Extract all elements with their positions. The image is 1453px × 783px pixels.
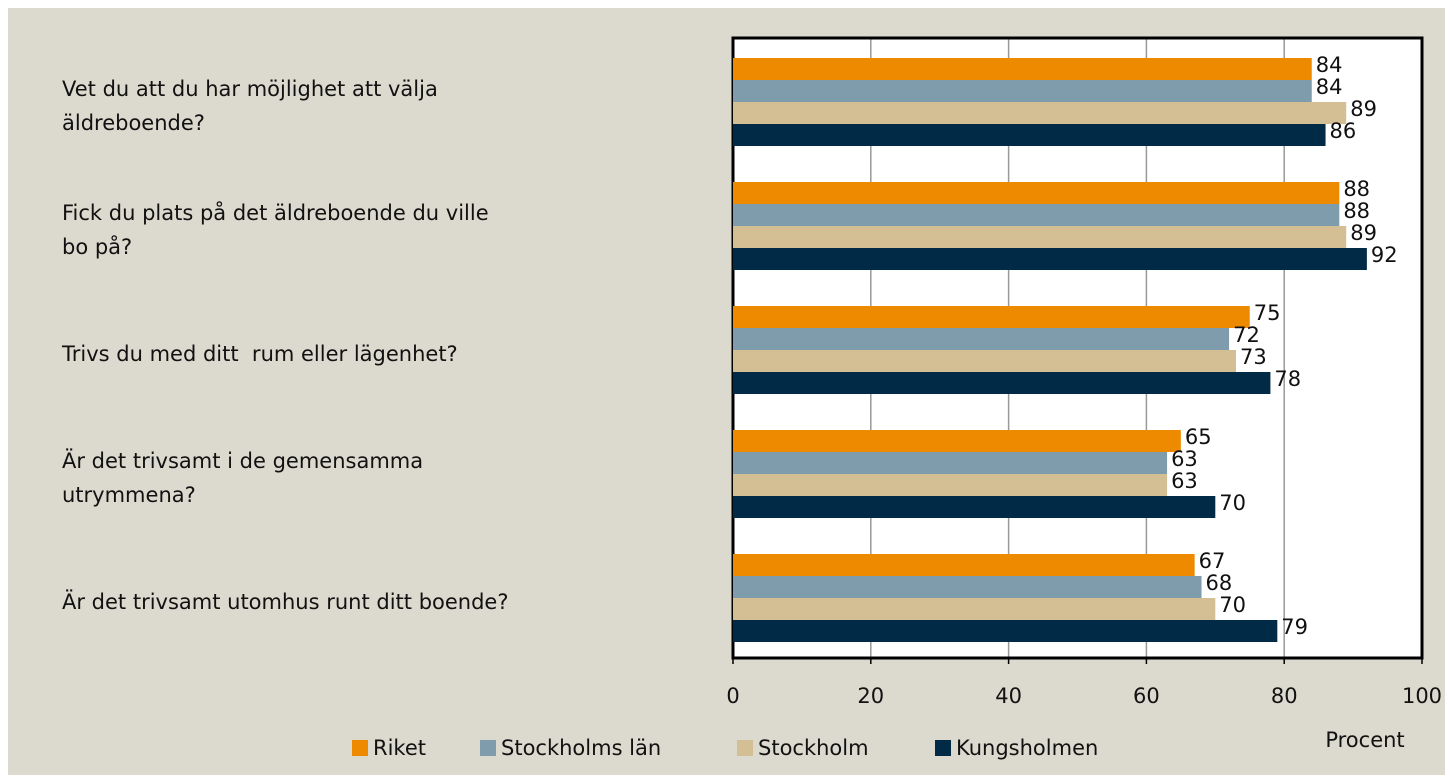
- category-label: Vet du att du har möjlighet att välja äl…: [62, 77, 438, 135]
- bar: [733, 598, 1216, 620]
- bar: [733, 452, 1168, 474]
- x-tick-label: 80: [1271, 684, 1298, 708]
- x-tick-label: 100: [1402, 684, 1442, 708]
- bar: [733, 226, 1347, 248]
- bar: [733, 496, 1216, 518]
- legend-label: Riket: [373, 736, 426, 760]
- value-label: 89: [1350, 221, 1377, 245]
- bar: [733, 58, 1312, 80]
- bar: [733, 372, 1271, 394]
- x-tick-label: 40: [995, 684, 1022, 708]
- bar: [733, 554, 1195, 576]
- bar: [733, 350, 1236, 372]
- bar: [733, 576, 1202, 598]
- value-label: 89: [1350, 97, 1377, 121]
- bar: [733, 474, 1168, 496]
- category-label: Trivs du med ditt rum eller lägenhet?: [62, 342, 458, 366]
- value-label: 92: [1371, 243, 1398, 267]
- bar: [733, 248, 1367, 270]
- legend-label: Kungsholmen: [956, 736, 1098, 760]
- x-tick-label: 60: [1133, 684, 1160, 708]
- value-label: 84: [1316, 75, 1343, 99]
- bar: [733, 306, 1250, 328]
- value-label: 67: [1199, 549, 1226, 573]
- value-label: 72: [1233, 323, 1260, 347]
- category-label: Är det trivsamt i de gemensamma utrymmen…: [62, 449, 424, 507]
- value-label: 84: [1316, 53, 1343, 77]
- bar: [733, 124, 1326, 146]
- bar: [733, 430, 1181, 452]
- bar: [733, 620, 1278, 642]
- legend-swatch: [480, 740, 496, 756]
- category-label: Fick du plats på det äldreboende du vill…: [62, 201, 489, 259]
- value-label: 78: [1274, 367, 1301, 391]
- value-label: 88: [1343, 177, 1370, 201]
- bar: [733, 80, 1312, 102]
- legend-swatch: [352, 740, 368, 756]
- value-label: 70: [1219, 491, 1246, 515]
- bar: [733, 204, 1340, 226]
- value-label: 63: [1171, 469, 1198, 493]
- legend-swatch: [737, 740, 753, 756]
- bar: [733, 102, 1347, 124]
- value-label: 73: [1240, 345, 1267, 369]
- value-label: 79: [1281, 615, 1308, 639]
- value-label: 65: [1185, 425, 1212, 449]
- category-label: Är det trivsamt utomhus runt ditt boende…: [62, 590, 509, 614]
- value-label: 88: [1343, 199, 1370, 223]
- legend-label: Stockholm: [758, 736, 869, 760]
- legend-label: Stockholms län: [501, 736, 661, 760]
- x-tick-label: 0: [726, 684, 739, 708]
- bar: [733, 328, 1230, 350]
- x-tick-label: 20: [857, 684, 884, 708]
- value-label: 75: [1254, 301, 1281, 325]
- value-label: 68: [1206, 571, 1233, 595]
- legend-swatch: [935, 740, 951, 756]
- value-label: 86: [1330, 119, 1357, 143]
- value-label: 70: [1219, 593, 1246, 617]
- axis-label: Procent: [1325, 728, 1404, 752]
- bar: [733, 182, 1340, 204]
- value-label: 63: [1171, 447, 1198, 471]
